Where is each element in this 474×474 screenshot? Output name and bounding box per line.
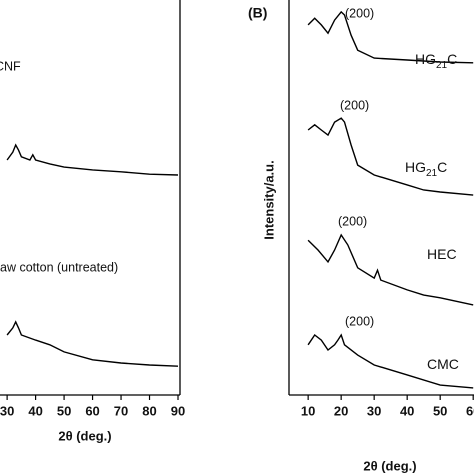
plot-area: 30 40 50 60 70 80 90 2θ (deg.) CNF Raw cotton (un… [0,0,185,443]
x-tick-label: 90 [171,403,185,418]
data-line [6,143,179,176]
x-tick-label: 60 [466,403,474,418]
peak-label: (200) [340,98,369,112]
x-tick-label: 40 [400,403,414,418]
series-label: HG21C [405,159,447,179]
x-tick-label: 10 [301,403,315,418]
data-line [307,10,474,64]
x-tick-label: 50 [57,403,71,418]
peak-label: (200) [345,6,374,20]
data-line [307,333,474,389]
x-tick-label: 30 [0,403,14,418]
annotation: Raw cotton (untreated) [0,260,118,274]
plot-area: 10 20 30 40 50 60 2θ (deg.) Intensity/a.u. (B) HG… [248,0,474,473]
y-axis-title: Intensity/a.u. [261,160,276,239]
x-tick-label: 30 [367,403,381,418]
series-label: CMC [427,356,459,372]
x-tick-label: 50 [433,403,447,418]
data-line [307,233,474,306]
data-line [307,117,474,196]
x-axis-title: 2θ (deg.) [58,428,111,443]
series-label: HEC [427,246,457,262]
x-tick-label: 60 [85,403,99,418]
x-tick-label: 70 [114,403,128,418]
series-label: HG21C [415,51,457,71]
x-axis-title: 2θ (deg.) [363,458,416,473]
data-line [6,320,179,367]
peak-label: (200) [338,214,367,228]
peak-label: (200) [345,314,374,328]
panel-label: (B) [248,5,267,21]
x-tick-label: 20 [334,403,348,418]
annotation: CNF [0,59,21,73]
x-tick-label: 80 [142,403,156,418]
x-tick-label: 40 [28,403,42,418]
